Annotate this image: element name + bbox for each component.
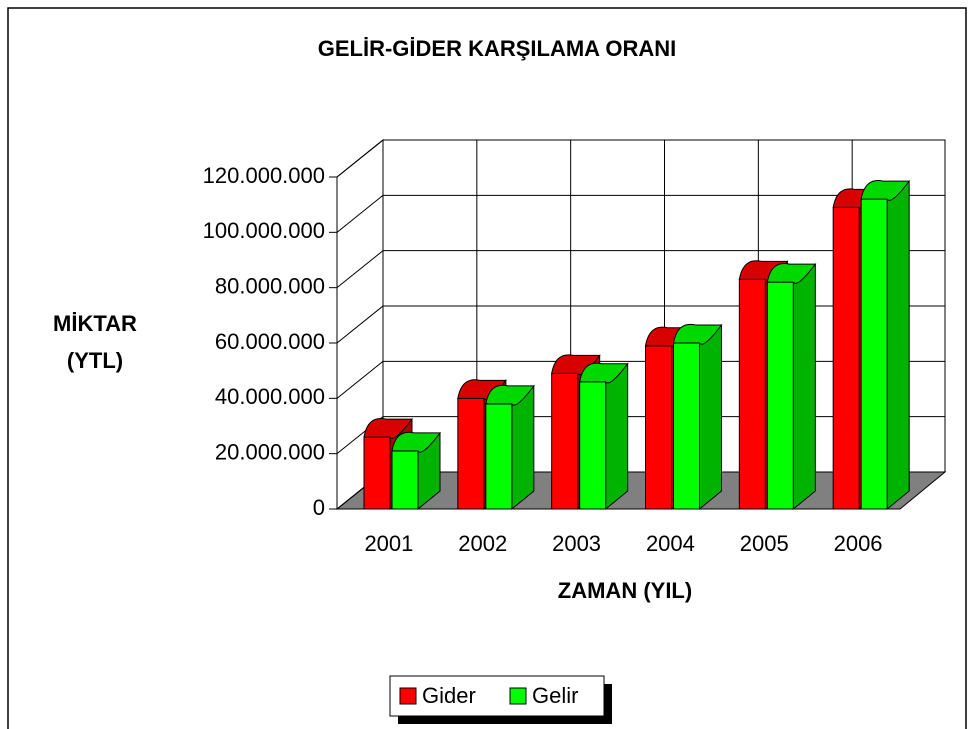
bar: [860, 198, 888, 510]
legend-label: Gider: [422, 683, 476, 708]
bar-top: [672, 323, 723, 345]
x-tick-label: 2002: [458, 531, 507, 556]
bar-top: [363, 417, 414, 439]
bar-side: [792, 263, 816, 511]
bar: [579, 381, 607, 510]
bar: [645, 345, 672, 510]
grid-line: [336, 250, 945, 289]
bar: [363, 436, 391, 510]
bar: [738, 278, 766, 510]
bar-top: [391, 431, 442, 453]
y-tick-label: 0: [313, 495, 325, 520]
y-tick-label: 80.000.000: [215, 273, 325, 298]
bar-top: [579, 362, 629, 384]
legend: [389, 675, 605, 717]
legend-swatch: [399, 687, 417, 705]
x-tick-label: 2006: [834, 531, 883, 556]
bar: [673, 342, 700, 510]
y-tick-label: 100.000.000: [203, 218, 325, 243]
chart-title: GELİR-GİDER KARŞILAMA ORANI: [318, 36, 677, 61]
legend-swatch: [509, 687, 527, 705]
bar: [832, 206, 860, 510]
bar-side: [605, 362, 629, 511]
y-axis-label: MİKTAR: [53, 311, 137, 336]
bar: [766, 281, 794, 510]
grid-line: [336, 139, 945, 178]
y-tick-label: 40.000.000: [215, 384, 325, 409]
y-tick-label: 120.000.000: [203, 163, 325, 188]
x-tick-label: 2003: [552, 531, 601, 556]
x-tick-label: 2005: [740, 531, 789, 556]
bar-top: [860, 180, 911, 201]
bar-top: [766, 263, 817, 284]
bar: [391, 450, 419, 510]
y-tick-label: 60.000.000: [215, 329, 325, 354]
bar-top: [485, 384, 535, 406]
x-tick-label: 2004: [646, 531, 695, 556]
bar: [551, 372, 579, 510]
y-tick-label: 20.000.000: [215, 439, 325, 464]
chart-border: [7, 7, 967, 729]
y-axis-label: (YTL): [67, 348, 123, 373]
legend-label: Gelir: [532, 683, 578, 708]
bar: [485, 403, 513, 510]
grid-line: [336, 194, 945, 233]
bar-side: [886, 180, 910, 511]
bar: [457, 397, 485, 510]
x-tick-label: 2001: [364, 531, 413, 556]
x-axis-label: ZAMAN (YIL): [558, 578, 692, 603]
bar-side: [699, 323, 722, 511]
